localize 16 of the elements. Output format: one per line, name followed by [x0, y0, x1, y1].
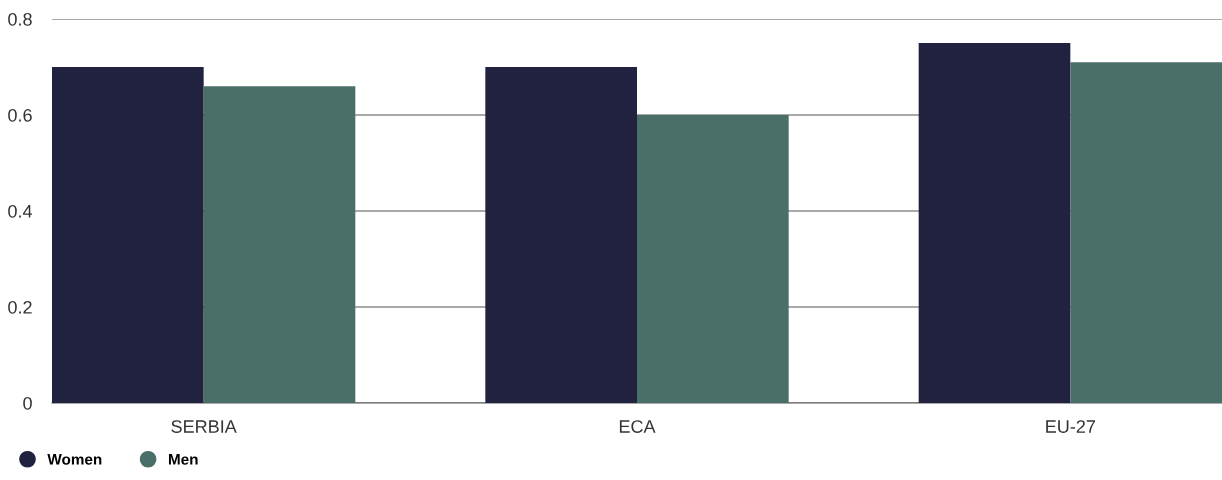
- y-tick-label: 0.8: [8, 12, 32, 26]
- x-tick-label: ECA: [619, 420, 656, 433]
- x-tick-label: SERBIA: [171, 420, 237, 433]
- y-tick-label: 0.6: [8, 108, 32, 122]
- legend-label: Men: [168, 454, 198, 465]
- bar: [918, 43, 1071, 403]
- bar: [1070, 62, 1222, 403]
- legend-label: Women: [47, 454, 102, 465]
- bar: [52, 67, 204, 403]
- bar: [485, 67, 637, 403]
- y-tick-label: 0: [23, 396, 32, 410]
- bar: [637, 115, 789, 403]
- x-tick-label: EU-27: [1046, 420, 1096, 433]
- y-tick-label: 0.2: [8, 300, 32, 314]
- bar: [203, 86, 356, 403]
- y-tick-label: 0.4: [8, 204, 33, 218]
